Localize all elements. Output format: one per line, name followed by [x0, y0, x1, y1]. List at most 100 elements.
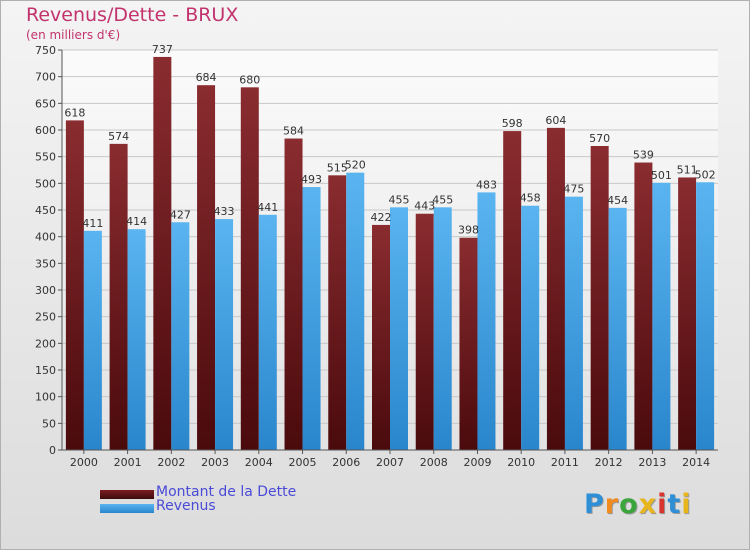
y-tick-label: 200 — [35, 337, 56, 350]
bar-revenus — [390, 207, 408, 450]
chart-subtitle: (en milliers d'€) — [26, 28, 121, 42]
data-label-dette: 584 — [283, 125, 304, 138]
y-tick-label: 500 — [35, 177, 56, 190]
data-label-dette: 574 — [108, 130, 129, 143]
bar-revenus — [608, 207, 627, 450]
y-tick-label: 550 — [35, 151, 56, 164]
data-label-revenus: 427 — [170, 208, 191, 221]
data-label-revenus: 455 — [389, 193, 410, 206]
y-tick-label: 250 — [35, 311, 56, 324]
x-tick-label: 2006 — [332, 456, 360, 469]
y-tick-label: 400 — [35, 231, 56, 244]
bar-dette — [284, 138, 303, 451]
data-label-dette: 539 — [633, 149, 654, 162]
data-label-dette: 598 — [502, 117, 523, 130]
logo-letter: x — [638, 489, 658, 520]
y-tick-label: 50 — [42, 417, 56, 430]
x-tick-label: 2007 — [376, 456, 404, 469]
logo-letter: r — [604, 489, 620, 520]
bar-revenus — [258, 214, 277, 450]
data-label-revenus: 454 — [607, 194, 628, 207]
data-label-revenus: 441 — [257, 201, 278, 214]
bar-dette — [153, 56, 172, 450]
data-label-revenus: 475 — [563, 183, 584, 196]
data-label-dette: 680 — [239, 73, 260, 86]
bar-dette — [459, 237, 478, 450]
data-label-dette: 515 — [327, 161, 348, 174]
data-label-revenus: 502 — [695, 168, 716, 181]
bar-revenus — [83, 230, 102, 450]
y-tick-label: 0 — [49, 444, 56, 457]
y-tick-label: 600 — [35, 124, 56, 137]
bar-dette — [678, 177, 697, 450]
data-label-dette: 604 — [545, 114, 566, 127]
bar-dette — [197, 85, 216, 450]
data-label-dette: 398 — [458, 224, 479, 237]
bar-dette — [240, 87, 259, 450]
data-label-dette: 684 — [196, 71, 217, 84]
data-label-revenus: 433 — [214, 205, 235, 218]
bar-revenus — [346, 172, 365, 450]
legend-label-revenus: Revenus — [156, 498, 216, 514]
bar-dette — [590, 146, 609, 450]
y-tick-label: 750 — [35, 44, 56, 57]
data-label-dette: 570 — [589, 132, 610, 145]
x-tick-label: 2009 — [463, 456, 491, 469]
bar-dette — [503, 131, 522, 451]
bar-dette — [65, 120, 84, 451]
bar-dette — [372, 224, 390, 450]
y-tick-label: 700 — [35, 71, 56, 84]
bar-revenus — [215, 219, 234, 450]
bar-dette — [415, 213, 434, 450]
data-label-dette: 511 — [677, 163, 698, 176]
data-label-revenus: 414 — [126, 215, 147, 228]
x-tick-label: 2008 — [420, 456, 448, 469]
y-tick-label: 350 — [35, 257, 56, 270]
proxiti-logo: Proxiti — [584, 489, 692, 520]
logo-letter: P — [584, 489, 605, 520]
bar-revenus — [171, 222, 190, 450]
data-label-dette: 443 — [414, 200, 435, 213]
bar-revenus — [127, 229, 146, 450]
y-tick-label: 650 — [35, 97, 56, 110]
legend-label-debt: Montant de la Dette — [156, 484, 297, 500]
bar-revenus — [564, 196, 583, 450]
x-tick-label: 2004 — [245, 456, 273, 469]
logo-letter: i — [657, 489, 668, 520]
y-tick-label: 450 — [35, 204, 56, 217]
x-tick-label: 2001 — [114, 456, 142, 469]
x-tick-label: 2014 — [682, 456, 710, 469]
data-label-revenus: 501 — [651, 169, 672, 182]
bar-dette — [328, 175, 347, 451]
data-label-dette: 422 — [371, 211, 392, 224]
legend-swatch-revenus — [100, 504, 154, 513]
x-tick-label: 2010 — [507, 456, 535, 469]
data-label-revenus: 411 — [82, 217, 103, 230]
bar-revenus — [652, 182, 671, 451]
x-tick-label: 2005 — [289, 456, 317, 469]
data-label-revenus: 493 — [301, 173, 322, 186]
logo-letter: i — [681, 489, 692, 520]
data-label-revenus: 520 — [345, 159, 366, 172]
legend-swatch-debt — [100, 490, 154, 499]
bar-revenus — [302, 187, 321, 451]
bar-dette — [634, 162, 653, 451]
bar-revenus — [521, 205, 540, 450]
y-tick-label: 150 — [35, 364, 56, 377]
bar-revenus — [696, 182, 715, 450]
y-tick-label: 300 — [35, 284, 56, 297]
chart-title: Revenus/Dette - BRUX — [26, 4, 239, 26]
bar-dette — [109, 143, 128, 450]
x-tick-label: 2011 — [551, 456, 579, 469]
logo-letter: t — [667, 489, 682, 520]
bar-dette — [546, 127, 565, 450]
data-label-dette: 618 — [64, 106, 85, 119]
bar-revenus — [433, 207, 452, 450]
x-tick-label: 2012 — [595, 456, 623, 469]
logo-letter: o — [619, 489, 639, 520]
x-tick-label: 2003 — [201, 456, 229, 469]
data-label-revenus: 455 — [432, 193, 453, 206]
data-label-revenus: 458 — [520, 192, 541, 205]
data-label-revenus: 483 — [476, 178, 497, 191]
